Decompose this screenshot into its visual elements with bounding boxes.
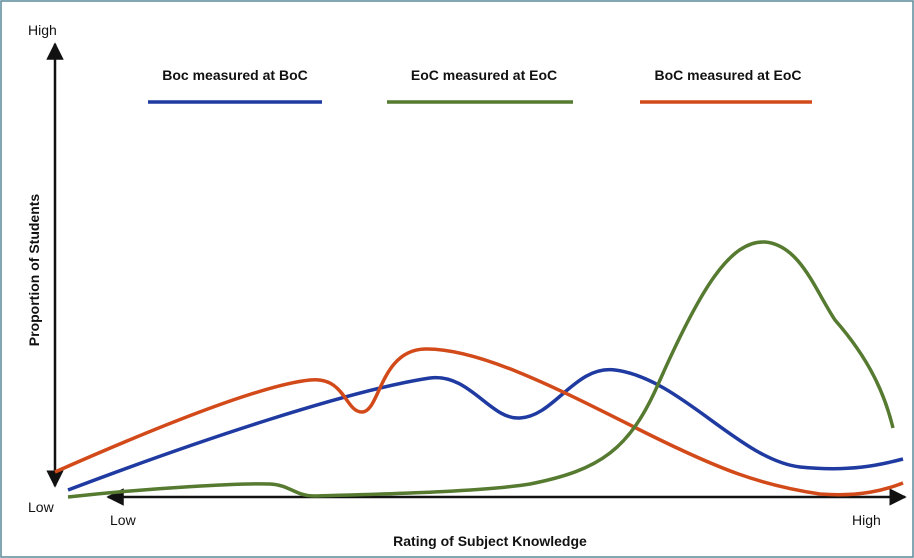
y-low-label: Low bbox=[28, 499, 55, 515]
curve-boc-eoc bbox=[54, 347, 904, 497]
y-axis-title: Proportion of Students bbox=[26, 194, 42, 347]
curve-eoc-eoc bbox=[67, 240, 895, 499]
legend-label: Boc measured at BoC bbox=[162, 67, 307, 83]
x-high-label: High bbox=[852, 512, 881, 528]
x-low-label: Low bbox=[110, 512, 137, 528]
x-axis-title: Rating of Subject Knowledge bbox=[393, 533, 587, 549]
curve-boc-boc bbox=[67, 368, 904, 492]
legend-label: BoC measured at EoC bbox=[654, 67, 801, 83]
y-high-label: High bbox=[28, 22, 57, 38]
legend-label: EoC measured at EoC bbox=[411, 67, 557, 83]
